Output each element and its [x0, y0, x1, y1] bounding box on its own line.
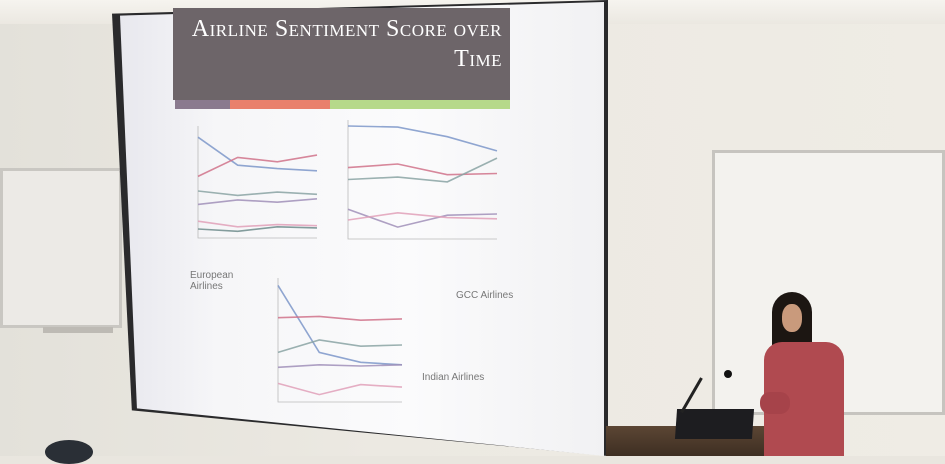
series-line — [277, 315, 403, 322]
chart-axis — [197, 126, 317, 239]
slide-title: Airline Sentiment Score over Time — [173, 8, 510, 100]
series-line — [347, 125, 498, 152]
series-line — [277, 284, 403, 366]
european-chart — [190, 118, 325, 246]
title-accent-bar-1 — [175, 100, 230, 109]
microphone-icon — [724, 370, 732, 378]
marker-tray — [43, 327, 113, 333]
series-line — [347, 163, 498, 176]
series-line — [347, 211, 498, 221]
whiteboard-left — [0, 168, 122, 333]
presenter — [760, 292, 850, 456]
slide-title-line1: Airline Sentiment Score over — [191, 16, 502, 42]
slide-title-line2: Time — [454, 46, 502, 72]
series-line — [277, 339, 403, 354]
series-line — [197, 198, 318, 206]
chart-axis — [277, 278, 402, 403]
series-line — [277, 382, 403, 396]
title-accent-bar-2 — [230, 100, 330, 109]
gcc-chart-svg — [347, 120, 498, 240]
presenter-face — [782, 304, 802, 332]
series-line — [197, 225, 318, 233]
series-line — [347, 208, 498, 228]
series-line — [197, 154, 318, 178]
chart-axis — [347, 120, 497, 240]
laptop — [674, 409, 755, 439]
series-line — [277, 363, 403, 369]
title-accent-bar-3 — [330, 100, 510, 109]
series-line — [197, 190, 318, 197]
gcc-chart — [340, 112, 505, 247]
series-line — [347, 157, 498, 183]
caption-european: European Airlines — [190, 270, 234, 292]
indian-chart-svg — [277, 278, 403, 403]
european-chart-svg — [197, 126, 318, 239]
indian-chart — [270, 270, 410, 410]
caption-indian: Indian Airlines — [422, 372, 485, 383]
presenter-arm — [760, 392, 790, 414]
caption-gcc: GCC Airlines — [456, 290, 514, 301]
series-line — [197, 136, 318, 172]
audience-head — [45, 440, 93, 464]
series-line — [197, 220, 318, 228]
